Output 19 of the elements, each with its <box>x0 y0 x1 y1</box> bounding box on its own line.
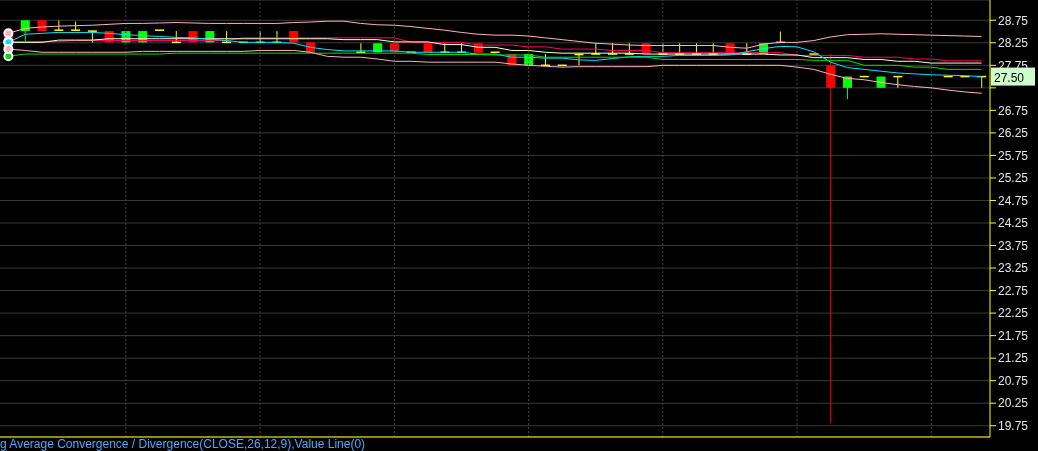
y-tick-label: 28.25 <box>998 36 1029 51</box>
text: 27.50 <box>994 70 1025 85</box>
y-tick-label: 21.25 <box>998 351 1029 366</box>
y-tick-label: 23.25 <box>998 261 1029 276</box>
y-tick-label: 28.75 <box>998 13 1029 28</box>
y-tick-label: 23.75 <box>998 238 1029 253</box>
y-tick-label: 26.25 <box>998 126 1029 141</box>
y-tick-label: 24.25 <box>998 216 1029 231</box>
y-tick-label: 22.25 <box>998 306 1029 321</box>
y-tick-label: 26.75 <box>998 103 1029 118</box>
y-tick-label: 20.25 <box>998 396 1029 411</box>
y-tick-label: 21.75 <box>998 328 1029 343</box>
y-tick-label: 24.75 <box>998 193 1029 208</box>
y-tick-label: 25.75 <box>998 148 1029 163</box>
y-tick-label: 25.25 <box>998 171 1029 186</box>
y-tick-label: 20.75 <box>998 373 1029 388</box>
annotation: g Average Convergence / Divergence(CLOSE,26,12,9),Value Line(0) <box>0 437 366 451</box>
y-tick-label: 22.75 <box>998 283 1029 298</box>
y-tick-label: 19.75 <box>998 419 1029 433</box>
